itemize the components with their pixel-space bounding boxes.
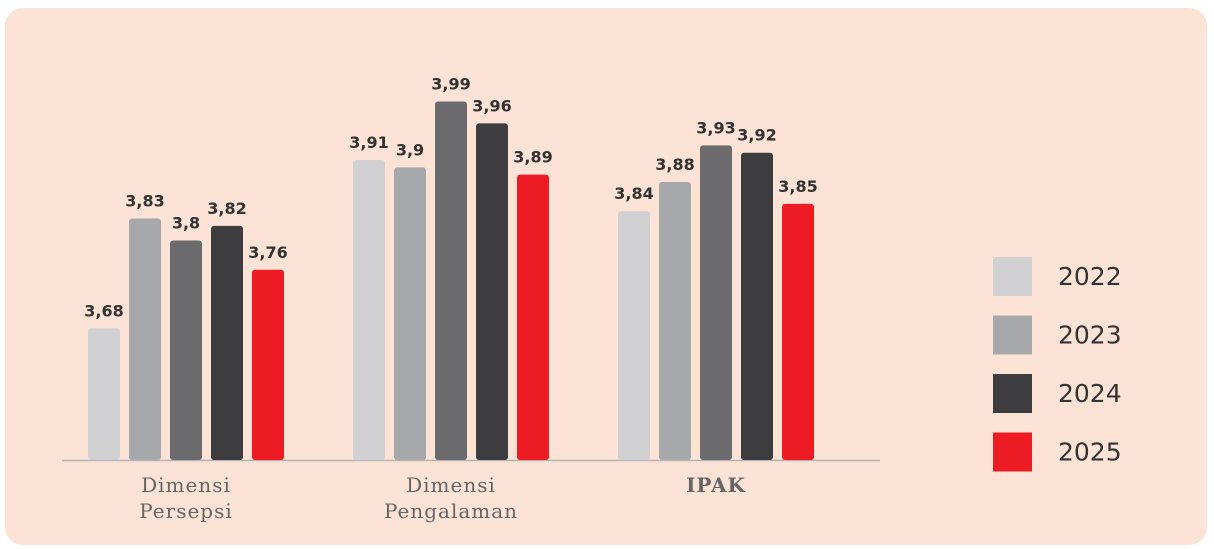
bar	[353, 160, 385, 460]
category-label: Dimensi Persepsi	[139, 473, 233, 523]
value-label: 3,92	[737, 126, 776, 145]
value-label: 3,88	[655, 155, 694, 174]
legend-label: 2023	[1058, 321, 1122, 350]
value-label: 3,9	[396, 140, 424, 159]
value-label: 3,8	[172, 214, 200, 233]
value-label: 3,91	[349, 133, 388, 152]
category-label: IPAK	[686, 473, 746, 497]
legend-label: 2025	[1058, 438, 1122, 467]
legend-swatch	[993, 374, 1032, 413]
bar	[700, 145, 732, 460]
legend-swatch	[993, 432, 1032, 472]
bar	[659, 181, 691, 460]
bar	[517, 174, 549, 460]
value-label: 3,85	[778, 177, 817, 196]
value-label: 3,89	[513, 148, 552, 167]
legend-swatch	[993, 257, 1032, 296]
bar	[394, 167, 426, 461]
bar	[618, 211, 650, 460]
bar	[252, 269, 284, 460]
bar	[129, 218, 161, 460]
value-label: 3,82	[207, 199, 246, 218]
bar	[476, 123, 508, 460]
bar	[435, 101, 467, 460]
value-label: 3,84	[614, 184, 653, 203]
bar	[170, 240, 202, 460]
bar	[782, 203, 814, 460]
value-label: 3,93	[696, 118, 735, 137]
category-label: Dimensi Pengalaman	[383, 473, 519, 523]
value-label: 3,76	[248, 243, 287, 262]
bar	[88, 328, 120, 460]
legend-label: 2024	[1058, 379, 1122, 408]
value-label: 3,96	[472, 96, 511, 115]
legend-swatch	[993, 315, 1032, 355]
legend-label: 2022	[1058, 262, 1122, 291]
bar	[741, 152, 773, 460]
value-label: 3,83	[125, 192, 164, 211]
value-label: 3,99	[431, 74, 470, 93]
bar	[211, 225, 243, 460]
value-label: 3,68	[84, 301, 123, 320]
